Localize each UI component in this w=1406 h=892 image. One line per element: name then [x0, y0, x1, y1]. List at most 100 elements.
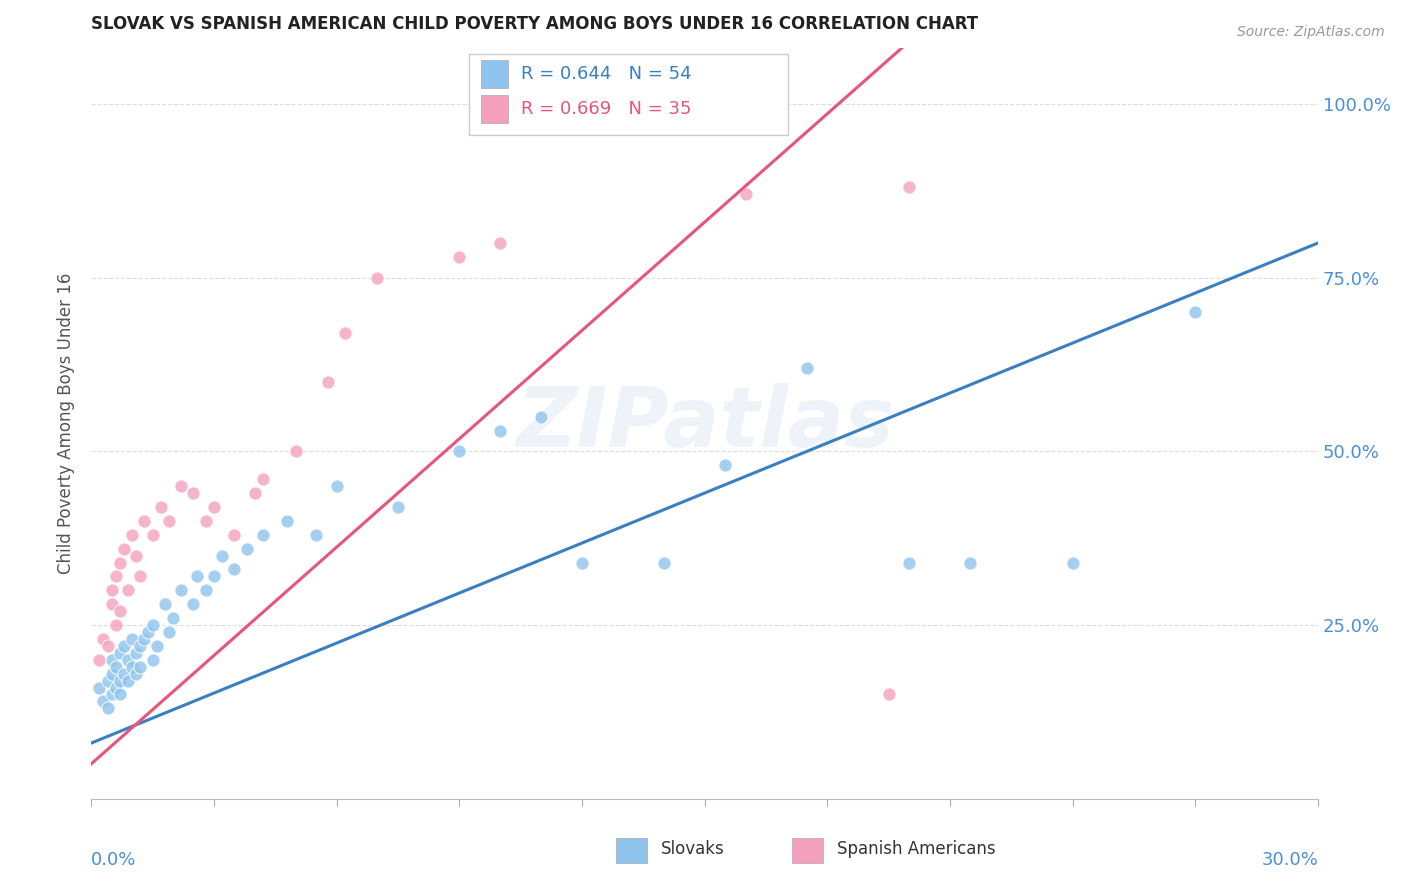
Text: R = 0.644   N = 54: R = 0.644 N = 54: [520, 65, 692, 83]
Text: Source: ZipAtlas.com: Source: ZipAtlas.com: [1237, 25, 1385, 39]
Point: [202, 569, 225, 583]
Point: [1184, 305, 1206, 319]
Point: [284, 444, 307, 458]
Point: [734, 187, 756, 202]
Point: [100, 597, 122, 611]
Point: [89, 653, 111, 667]
FancyBboxPatch shape: [470, 54, 789, 135]
Point: [194, 583, 217, 598]
Point: [104, 618, 127, 632]
Point: [157, 624, 180, 639]
Point: [252, 527, 274, 541]
Point: [612, 97, 634, 112]
Point: [153, 597, 176, 611]
Point: [141, 653, 163, 667]
Bar: [792, 838, 823, 863]
Point: [877, 688, 900, 702]
Point: [149, 500, 172, 514]
Point: [108, 646, 131, 660]
Point: [170, 479, 193, 493]
Point: [796, 361, 818, 376]
Point: [108, 688, 131, 702]
Point: [183, 597, 205, 611]
Point: [104, 569, 127, 583]
Point: [108, 604, 131, 618]
Point: [112, 666, 135, 681]
Point: [571, 556, 593, 570]
Point: [121, 527, 143, 541]
Point: [211, 549, 233, 563]
Point: [96, 639, 118, 653]
Point: [202, 500, 225, 514]
Text: R = 0.669   N = 35: R = 0.669 N = 35: [520, 100, 692, 119]
Text: Spanish Americans: Spanish Americans: [837, 840, 995, 858]
Point: [333, 326, 356, 341]
Point: [162, 611, 184, 625]
FancyBboxPatch shape: [481, 95, 509, 123]
Text: 0.0%: 0.0%: [91, 852, 136, 870]
Point: [96, 701, 118, 715]
Point: [134, 632, 156, 646]
Point: [129, 639, 152, 653]
Point: [489, 424, 512, 438]
Point: [125, 646, 148, 660]
Point: [235, 541, 257, 556]
Point: [183, 486, 205, 500]
Point: [305, 527, 328, 541]
Text: 30.0%: 30.0%: [1261, 852, 1319, 870]
Point: [117, 673, 139, 688]
Point: [96, 673, 118, 688]
Point: [129, 569, 152, 583]
Point: [100, 653, 122, 667]
Point: [89, 681, 111, 695]
Point: [117, 653, 139, 667]
FancyBboxPatch shape: [481, 60, 509, 88]
Point: [104, 681, 127, 695]
Point: [449, 444, 471, 458]
Point: [145, 639, 167, 653]
Point: [125, 666, 148, 681]
Point: [325, 479, 347, 493]
Point: [898, 556, 921, 570]
Point: [276, 514, 298, 528]
Point: [243, 486, 266, 500]
Text: ZIPatlas: ZIPatlas: [516, 383, 894, 464]
Point: [157, 514, 180, 528]
Point: [141, 527, 163, 541]
Point: [714, 458, 737, 473]
Point: [387, 500, 409, 514]
Point: [117, 583, 139, 598]
Point: [449, 250, 471, 264]
Point: [1062, 556, 1084, 570]
Point: [108, 673, 131, 688]
Point: [112, 639, 135, 653]
Point: [100, 666, 122, 681]
Point: [224, 562, 246, 576]
Point: [134, 514, 156, 528]
Point: [194, 514, 217, 528]
Point: [318, 375, 340, 389]
Y-axis label: Child Poverty Among Boys Under 16: Child Poverty Among Boys Under 16: [58, 273, 75, 574]
Point: [93, 632, 115, 646]
Point: [108, 556, 131, 570]
Point: [104, 659, 127, 673]
Point: [121, 659, 143, 673]
Point: [125, 549, 148, 563]
Point: [141, 618, 163, 632]
Point: [186, 569, 208, 583]
Point: [652, 556, 675, 570]
Point: [112, 541, 135, 556]
Text: Slovaks: Slovaks: [661, 840, 724, 858]
Point: [252, 472, 274, 486]
Point: [121, 632, 143, 646]
Point: [224, 527, 246, 541]
Point: [93, 694, 115, 708]
Point: [898, 180, 921, 194]
Point: [530, 409, 553, 424]
Point: [959, 556, 981, 570]
Point: [138, 624, 160, 639]
Bar: [616, 838, 647, 863]
Point: [100, 688, 122, 702]
Point: [170, 583, 193, 598]
Text: SLOVAK VS SPANISH AMERICAN CHILD POVERTY AMONG BOYS UNDER 16 CORRELATION CHART: SLOVAK VS SPANISH AMERICAN CHILD POVERTY…: [91, 15, 979, 33]
